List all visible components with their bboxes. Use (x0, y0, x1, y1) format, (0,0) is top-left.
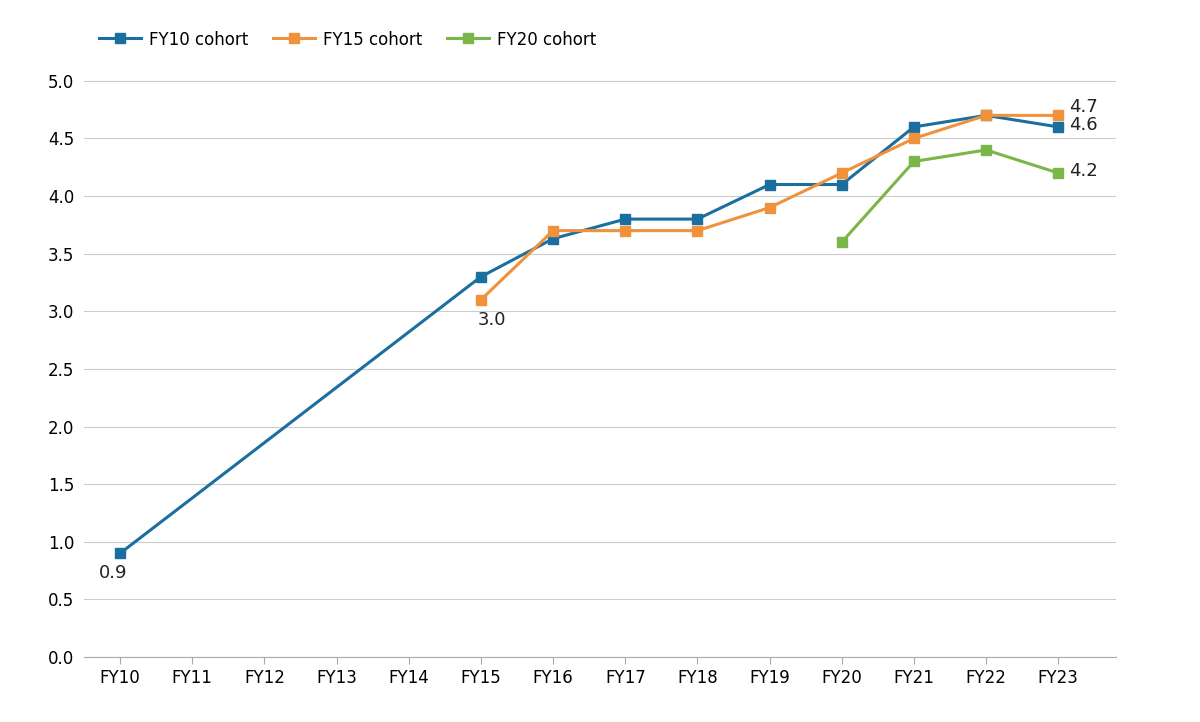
FY20 cohort (834, 238, 848, 246)
Text: 4.7: 4.7 (1069, 98, 1098, 116)
FY10 cohort (907, 123, 922, 131)
FY15 cohort (979, 111, 994, 120)
FY10 cohort (1051, 123, 1066, 131)
FY15 cohort (546, 226, 560, 235)
Line: FY15 cohort: FY15 cohort (476, 110, 1063, 305)
FY10 cohort (979, 111, 994, 120)
Text: 4.6: 4.6 (1069, 116, 1098, 134)
FY15 cohort (690, 226, 704, 235)
FY10 cohort (762, 180, 776, 189)
FY10 cohort (474, 272, 488, 281)
Text: 3.0: 3.0 (478, 311, 506, 329)
FY15 cohort (907, 134, 922, 143)
Text: 0.9: 0.9 (98, 563, 127, 581)
FY10 cohort (834, 180, 848, 189)
FY10 cohort (690, 214, 704, 223)
FY10 cohort (618, 214, 632, 223)
FY15 cohort (474, 295, 488, 304)
FY15 cohort (618, 226, 632, 235)
FY20 cohort (907, 157, 922, 166)
FY10 cohort (113, 549, 127, 557)
Text: 4.2: 4.2 (1069, 162, 1098, 180)
Legend: FY10 cohort, FY15 cohort, FY20 cohort: FY10 cohort, FY15 cohort, FY20 cohort (92, 24, 604, 56)
FY15 cohort (1051, 111, 1066, 120)
FY10 cohort (546, 235, 560, 243)
Line: FY20 cohort: FY20 cohort (836, 145, 1063, 247)
FY15 cohort (834, 169, 848, 178)
FY20 cohort (979, 146, 994, 155)
FY20 cohort (1051, 169, 1066, 178)
FY15 cohort (762, 204, 776, 212)
Line: FY10 cohort: FY10 cohort (115, 110, 1063, 558)
